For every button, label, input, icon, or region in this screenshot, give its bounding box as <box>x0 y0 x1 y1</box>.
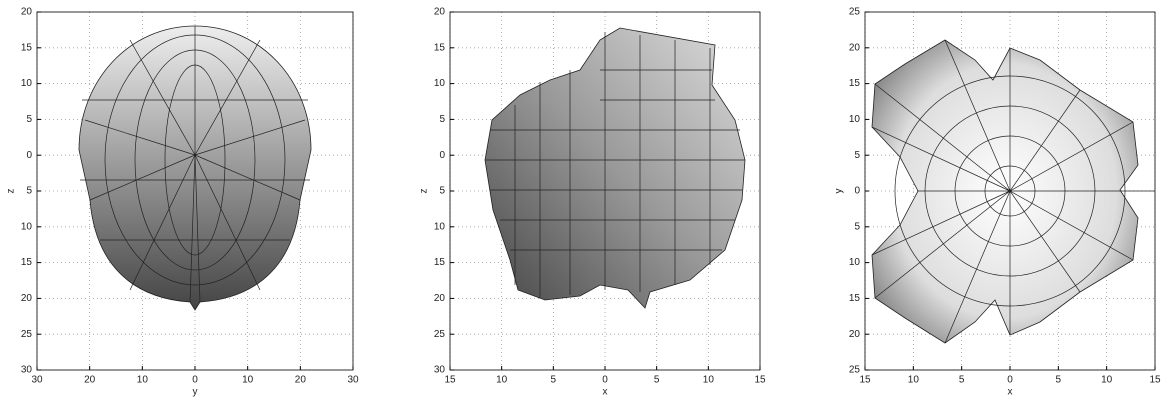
y-tick-label: 10 <box>434 78 446 89</box>
figure: 20151050510152025303020100102030yz201510… <box>0 0 1173 405</box>
surface <box>872 40 1138 343</box>
y-tick-label: 5 <box>26 114 32 125</box>
x-tick-label: 15 <box>859 375 871 386</box>
y-tick-label: 10 <box>849 257 861 268</box>
x-tick-label: 5 <box>959 375 965 386</box>
y-tick-label: 15 <box>434 257 446 268</box>
x-tick-label: 0 <box>1007 375 1013 386</box>
y-tick-label: 0 <box>26 150 32 161</box>
x-tick-label: 10 <box>137 375 149 386</box>
y-tick-label: 0 <box>439 150 445 161</box>
y-tick-label: 10 <box>21 78 33 89</box>
y-tick-label: 5 <box>854 221 860 232</box>
y-axis-label: z <box>419 189 430 194</box>
y-tick-label: 25 <box>21 329 33 340</box>
x-tick-label: 15 <box>444 375 456 386</box>
x-axis-label: x <box>603 387 608 398</box>
y-tick-label: 20 <box>434 293 446 304</box>
x-tick-label: 0 <box>602 375 608 386</box>
y-tick-label: 5 <box>854 150 860 161</box>
x-tick-label: 10 <box>703 375 715 386</box>
y-tick-label: 0 <box>854 186 860 197</box>
x-tick-label: 10 <box>908 375 920 386</box>
y-tick-label: 10 <box>21 221 33 232</box>
x-tick-label: 5 <box>654 375 660 386</box>
x-tick-label: 20 <box>84 375 96 386</box>
x-tick-label: 10 <box>496 375 508 386</box>
y-tick-label: 20 <box>849 42 861 53</box>
y-tick-label: 20 <box>21 7 33 18</box>
y-tick-label: 10 <box>434 221 446 232</box>
y-tick-label: 5 <box>439 114 445 125</box>
x-tick-label: 5 <box>1056 375 1062 386</box>
surfaces <box>79 26 1155 343</box>
y-tick-label: 20 <box>434 7 446 18</box>
x-tick-label: 0 <box>192 375 198 386</box>
x-tick-label: 10 <box>1101 375 1113 386</box>
x-tick-label: 15 <box>1149 375 1161 386</box>
y-tick-label: 20 <box>21 293 33 304</box>
y-tick-label: 20 <box>849 329 861 340</box>
y-axis-label: y <box>834 189 845 194</box>
x-tick-label: 15 <box>754 375 766 386</box>
y-tick-label: 10 <box>849 114 861 125</box>
x-tick-label: 20 <box>295 375 307 386</box>
y-tick-label: 15 <box>21 42 33 53</box>
y-tick-label: 5 <box>439 186 445 197</box>
y-axis-label: z <box>6 189 17 194</box>
y-tick-label: 15 <box>849 78 861 89</box>
x-axis-label: x <box>1008 387 1013 398</box>
x-tick-label: 30 <box>31 375 43 386</box>
y-tick-label: 15 <box>434 42 446 53</box>
x-tick-label: 10 <box>242 375 254 386</box>
x-tick-label: 5 <box>551 375 557 386</box>
x-tick-label: 30 <box>347 375 359 386</box>
y-tick-label: 15 <box>21 257 33 268</box>
y-tick-label: 25 <box>849 7 861 18</box>
y-tick-label: 25 <box>434 329 446 340</box>
y-tick-label: 15 <box>849 293 861 304</box>
y-tick-label: 5 <box>26 186 32 197</box>
x-axis-label: y <box>193 387 198 398</box>
